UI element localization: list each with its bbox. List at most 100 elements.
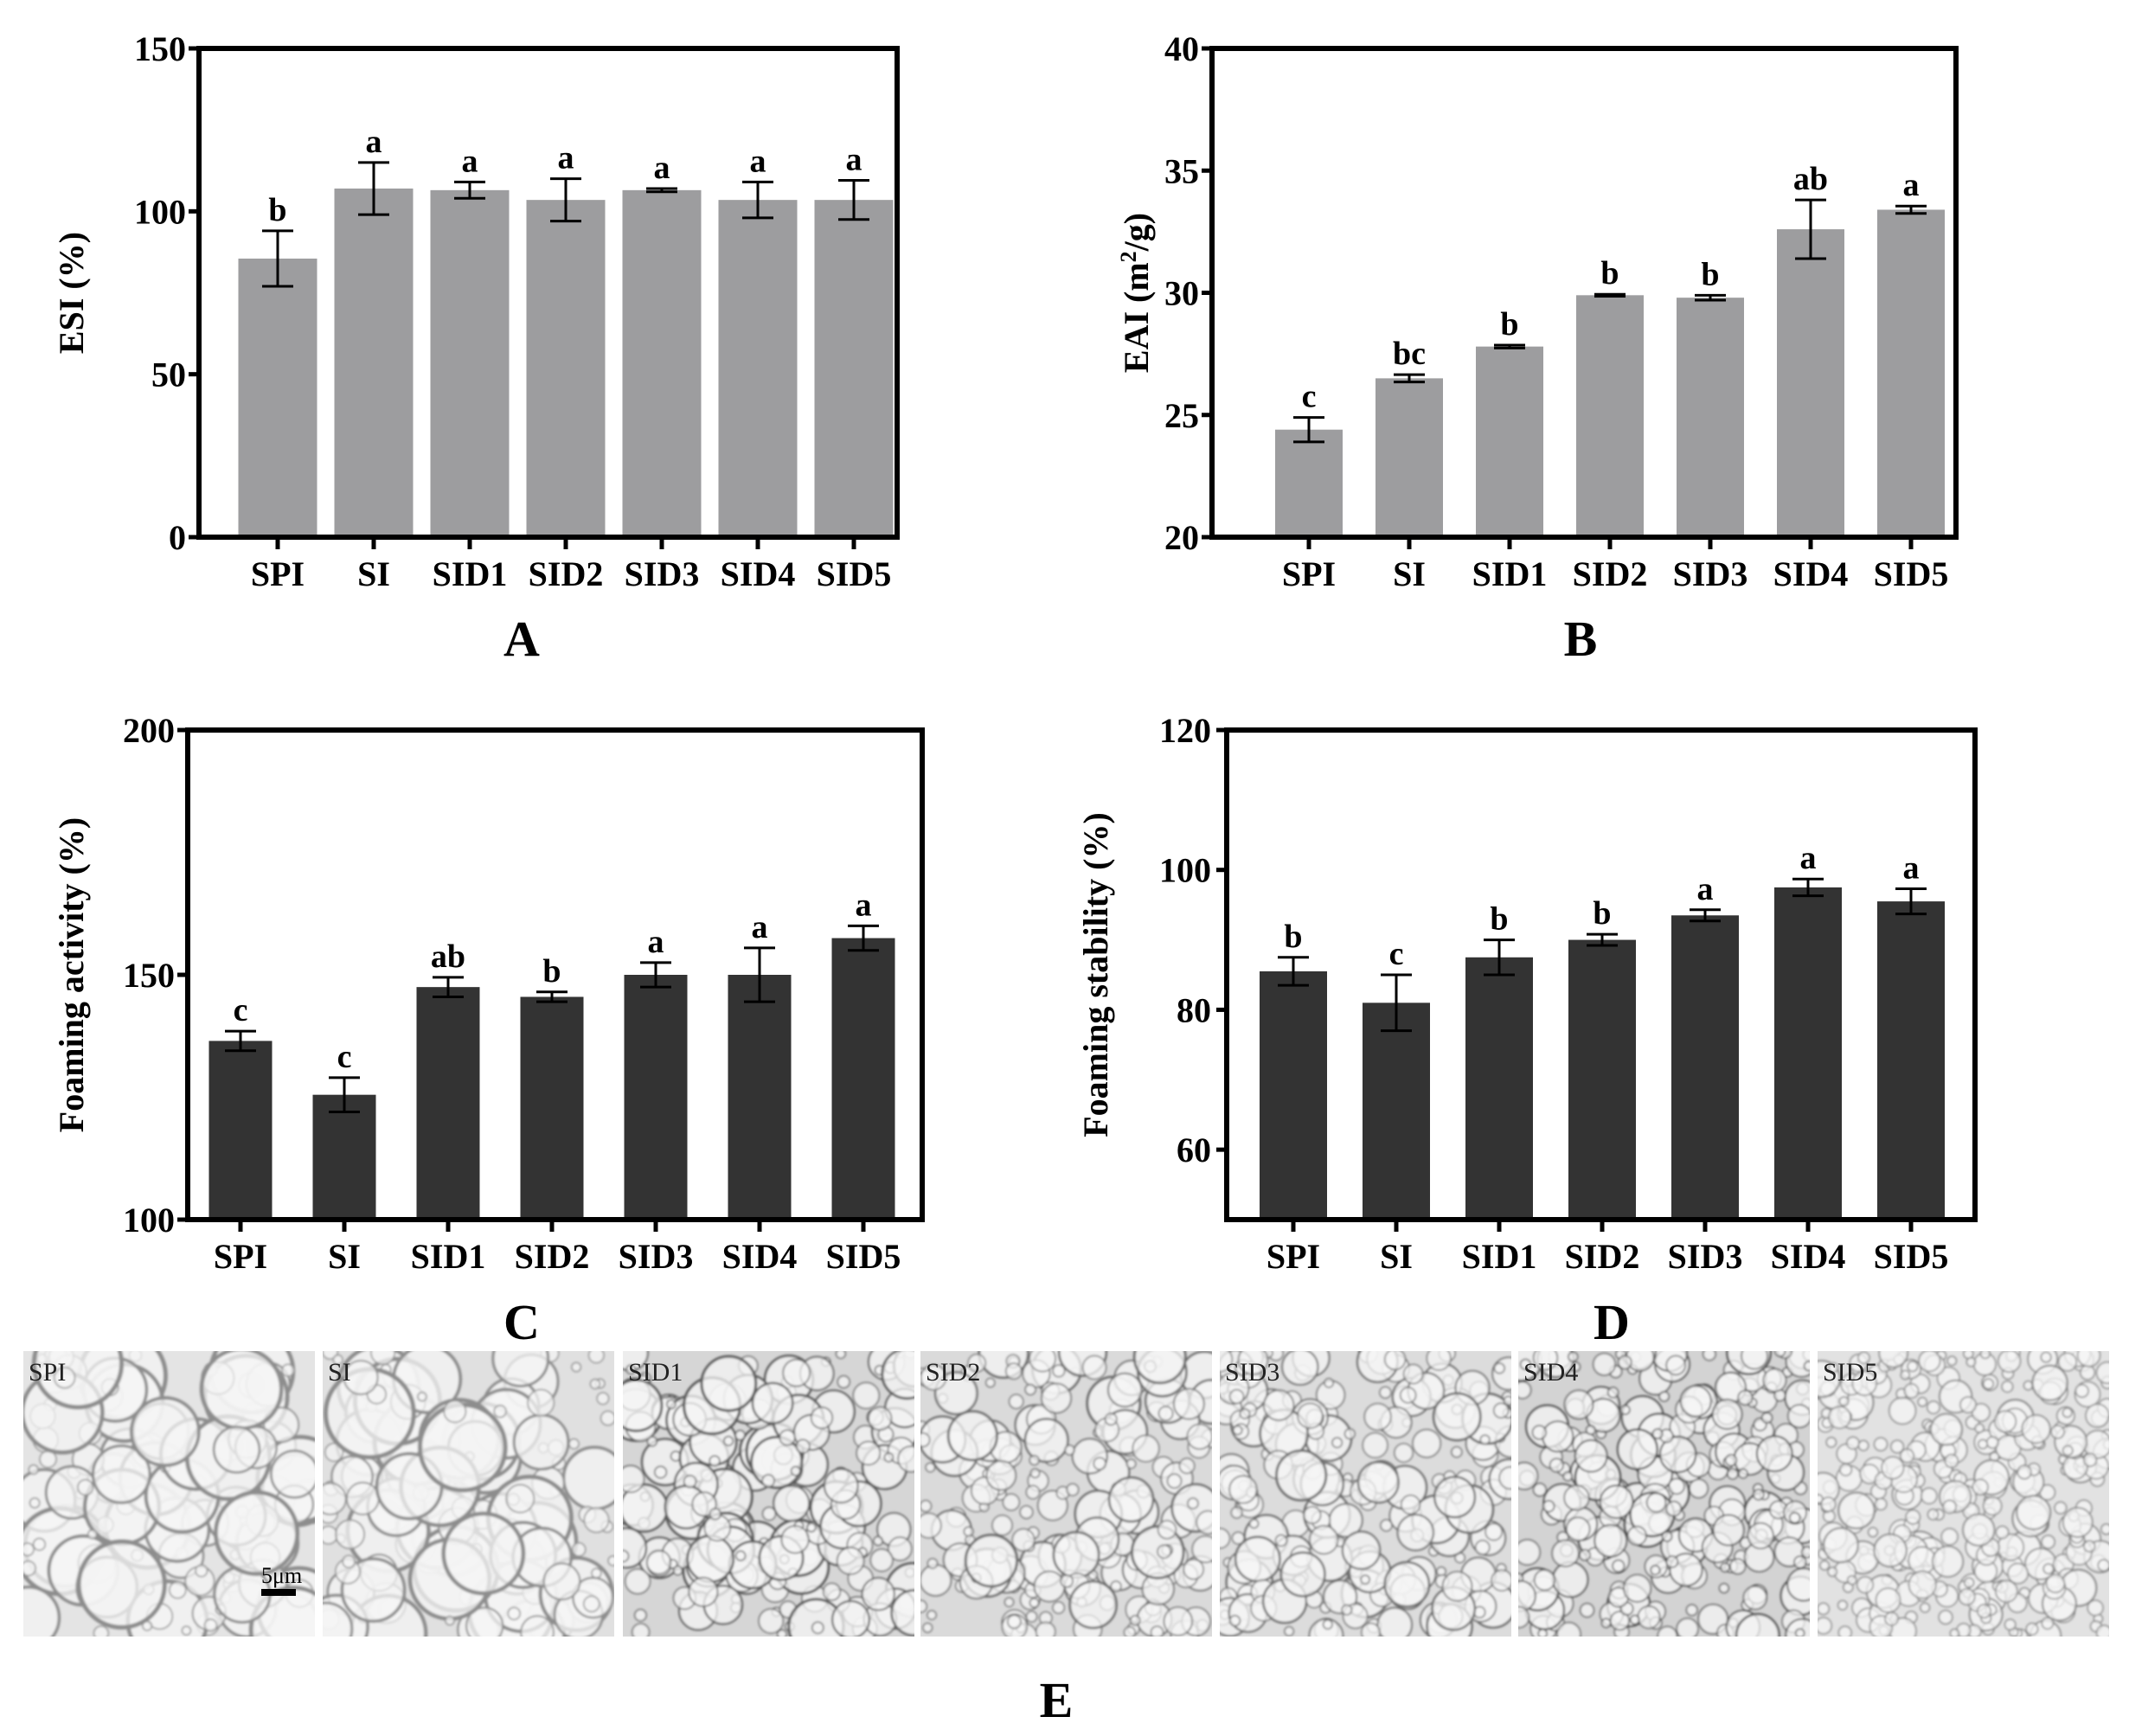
x-tick-label-sid4: SID4: [1773, 554, 1849, 593]
bar-sid5: [831, 938, 895, 1220]
panel-letter-c: C: [503, 1294, 540, 1350]
error-bar-sid2: [550, 177, 581, 223]
y-tick-label: 80: [1177, 990, 1211, 1029]
x-tick-label-sid3: SID3: [1673, 554, 1748, 593]
x-tick-label-sid1: SID1: [411, 1237, 486, 1276]
error-bar-sid3: [640, 961, 671, 989]
significance-label-sid2: a: [558, 140, 574, 176]
bar-sid2: [526, 200, 606, 537]
chart-panel-d: 60 80 100 120 Foaming stability (%) b c b b a a a…: [1076, 711, 1978, 1350]
bar-sid4: [1774, 887, 1842, 1220]
significance-label-sid3: a: [654, 150, 670, 186]
bar-sid1: [1465, 957, 1533, 1220]
y-tick-labels: 0 50 100 150: [134, 29, 199, 557]
y-tick-label: 100: [134, 192, 186, 231]
bar-sid3: [622, 189, 702, 537]
bar-spi: [1275, 429, 1343, 537]
bar-sid5: [1877, 901, 1945, 1220]
bar-group: c bc b b b ab a: [1275, 161, 1945, 537]
bar-group: b c b b a a a: [1260, 840, 1945, 1220]
x-tick-label-sid2: SID2: [529, 554, 604, 593]
significance-label-sid4: a: [750, 143, 766, 179]
significance-label-sid5: a: [846, 142, 863, 178]
x-tick-labels: SPI SI SID1 SID2 SID3 SID4 SID5: [251, 537, 891, 593]
y-axis-label-group: ESI (%): [52, 232, 91, 354]
y-tick-label: 20: [1164, 518, 1199, 557]
x-tick-label-sid3: SID3: [619, 1237, 694, 1276]
bar-spi: [238, 258, 317, 537]
panel-letter-b: B: [1564, 611, 1598, 667]
bar-spi: [1260, 970, 1327, 1220]
x-tick-label-sid1: SID1: [1462, 1237, 1537, 1276]
y-axis-label: EAI (m2/g): [1116, 213, 1156, 373]
error-bar-sid4: [742, 180, 773, 220]
micrograph-label-sid2: SID2: [926, 1358, 980, 1387]
error-bar-sid1: [454, 180, 485, 200]
x-tick-label-si: SI: [328, 1237, 361, 1276]
bar-sid5: [814, 200, 894, 537]
x-tick-labels: SPI SI SID1 SID2 SID3 SID4 SID5: [214, 1220, 901, 1276]
error-bar-sid3: [1695, 293, 1726, 302]
significance-label-sid1: b: [1500, 306, 1518, 343]
y-axis-label-group: EAI (m2/g): [1116, 213, 1156, 373]
error-bar-spi: [262, 229, 293, 288]
error-bar-sid2: [536, 990, 568, 1003]
plot-frame: [185, 727, 925, 1222]
bar-sid3: [1671, 915, 1739, 1220]
y-tick-labels: 20 25 30 35 40: [1164, 29, 1212, 557]
bar-sid4: [1777, 229, 1844, 537]
x-tick-label-sid5: SID5: [826, 1237, 901, 1276]
micrograph-label-si: SI: [328, 1358, 351, 1387]
x-tick-label-sid3: SID3: [625, 554, 700, 593]
bar-sid5: [1877, 209, 1945, 537]
y-axis-label-group: Foaming activity (%): [52, 817, 91, 1132]
significance-label-sid2: b: [1600, 255, 1619, 291]
x-tick-label-sid3: SID3: [1668, 1237, 1743, 1276]
error-bar-sid5: [1895, 887, 1927, 916]
x-tick-labels: SPI SI SID1 SID2 SID3 SID4 SID5: [1282, 537, 1948, 593]
x-tick-label-sid4: SID4: [1771, 1237, 1846, 1276]
error-bar-si: [329, 1076, 360, 1113]
error-bar-sid3: [1690, 908, 1721, 923]
y-tick-labels: 60 80 100 120: [1159, 711, 1227, 1169]
error-bar-sid2: [1587, 932, 1618, 947]
significance-label-sid1: a: [462, 143, 478, 179]
panel-letter-d: D: [1594, 1294, 1630, 1350]
micrograph-spi: SPI: [23, 1351, 315, 1637]
x-tick-label-sid5: SID5: [1874, 554, 1949, 593]
significance-label-sid5: a: [1903, 850, 1920, 887]
bar-si: [312, 1094, 376, 1220]
error-bar-spi: [1278, 956, 1309, 987]
bar-sid3: [624, 975, 688, 1220]
y-tick-label: 150: [123, 956, 175, 995]
y-axis-label: ESI (%): [52, 232, 91, 354]
y-tick-label: 25: [1164, 396, 1199, 435]
error-bar-sid4: [1792, 877, 1824, 898]
micrograph-sid3: SID3: [1220, 1351, 1511, 1637]
significance-label-spi: c: [1302, 379, 1317, 415]
significance-label-spi: b: [268, 192, 286, 228]
significance-label-sid3: a: [1697, 871, 1714, 907]
x-tick-label-si: SI: [357, 554, 390, 593]
bar-group: b a a a a a a: [238, 124, 894, 537]
significance-label-si: bc: [1393, 336, 1426, 372]
x-tick-label-sid4: SID4: [721, 554, 796, 593]
x-tick-label-spi: SPI: [251, 554, 305, 593]
x-tick-label-si: SI: [1380, 1237, 1413, 1276]
error-bar-sid1: [1484, 938, 1515, 977]
micrograph-label-sid1: SID1: [628, 1358, 683, 1387]
bar-spi: [208, 1041, 273, 1220]
error-bar-spi: [1293, 416, 1324, 444]
x-tick-labels: SPI SI SID1 SID2 SID3 SID4 SID5: [1266, 1220, 1948, 1276]
bar-sid2: [520, 996, 584, 1220]
error-bar-si: [358, 161, 389, 216]
error-bar-sid3: [646, 187, 677, 194]
x-tick-label-sid5: SID5: [817, 554, 892, 593]
chart-panel-b: 20 25 30 35 40 EAI (m2/g) c bc b b b ab a SPI SI SID…: [1116, 29, 1959, 667]
bar-sid4: [718, 200, 798, 537]
error-bar-sid1: [1494, 343, 1525, 349]
bar-sid1: [416, 987, 480, 1220]
significance-label-si: c: [337, 1039, 352, 1075]
micrograph-sid5: SID5: [1818, 1351, 2109, 1637]
